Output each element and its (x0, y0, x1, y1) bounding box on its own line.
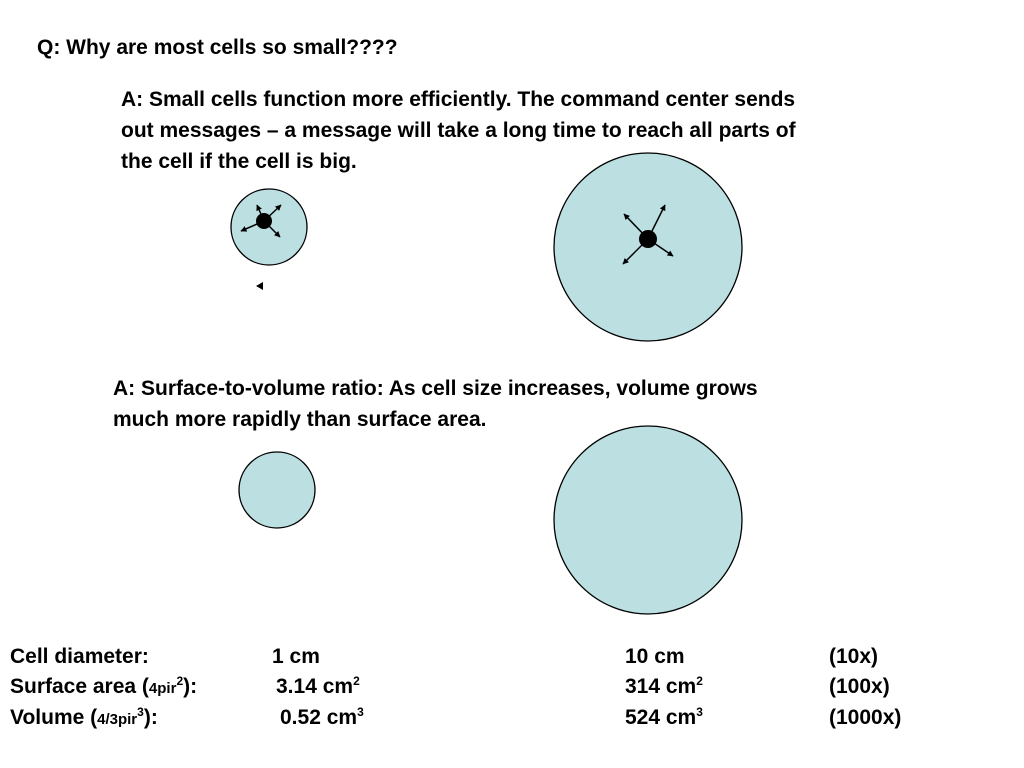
large-cell-command-center (639, 230, 657, 248)
volume-large: 524 cm3 (625, 705, 703, 729)
diameter-large: 10 cm (625, 645, 685, 668)
answer-surface-volume-line-2: much more rapidly than surface area. (113, 408, 487, 431)
answer-efficiency-line-1: A: Small cells function more efficiently… (121, 88, 796, 111)
surface-label: Surface area (4pir2): (10, 674, 198, 698)
volume-label: Volume (4/3pir3): (10, 705, 158, 729)
small-cell-1cm (238, 451, 316, 529)
answer-efficiency: A: Small cells function more efficiently… (121, 84, 981, 177)
small-cell-messages (230, 188, 308, 266)
diameter-factor: (10x) (829, 645, 879, 668)
diameter-label: Cell diameter: (10, 645, 149, 668)
surface-small: 3.14 cm2 (276, 674, 360, 698)
question-text: Q: Why are most cells so small???? (37, 36, 398, 59)
surface-large: 314 cm2 (625, 674, 703, 698)
volume-factor: (1000x) (829, 706, 902, 729)
large-cell-messages (553, 152, 743, 342)
answer-efficiency-line-3: the cell if the cell is big. (121, 150, 357, 173)
answer-surface-volume-line-1: A: Surface-to-volume ratio: As cell size… (113, 377, 758, 400)
volume-small: 0.52 cm3 (280, 705, 364, 729)
answer-efficiency-line-2: out messages – a message will take a lon… (121, 119, 796, 142)
stray-arrowhead (256, 282, 263, 290)
large-cell-10cm (553, 425, 743, 615)
small-cell-command-center (256, 213, 272, 229)
answer-surface-volume: A: Surface-to-volume ratio: As cell size… (113, 373, 933, 435)
diameter-small: 1 cm (272, 645, 320, 668)
surface-factor: (100x) (829, 675, 890, 698)
